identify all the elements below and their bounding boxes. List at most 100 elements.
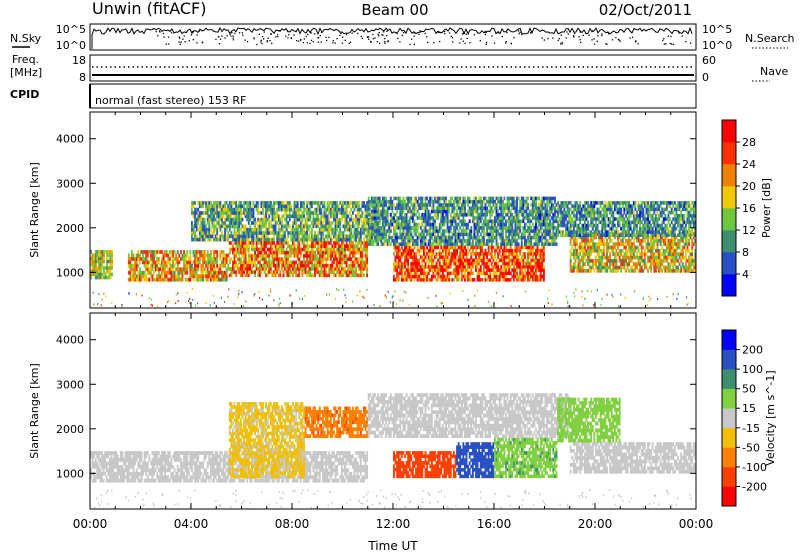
velocity-colorbar-tick-label-6: 100 bbox=[742, 363, 763, 376]
power-marks bbox=[90, 196, 697, 308]
power-colorbar-swatch-1 bbox=[722, 252, 736, 275]
ytick-label-2: 3000 bbox=[56, 177, 84, 190]
power-panel: 1000 2000 3000 4000 Slant Range [km] bbox=[28, 111, 697, 309]
velocity-colorbar-label: Velocity [m s^-1] bbox=[764, 370, 777, 465]
power-colorbar-swatch-0 bbox=[722, 274, 736, 297]
velocity-colorbar-swatch-3 bbox=[722, 427, 736, 448]
ytick-label-3: 4000 bbox=[56, 334, 84, 347]
power-colorbar-tick-label-0: 4 bbox=[742, 268, 749, 281]
power-colorbar-swatch-3 bbox=[722, 208, 736, 231]
power-colorbar: 4 8 12 16 20 24 28 Power [dB] bbox=[721, 119, 773, 297]
cpid-panel: CPID normal (fast stereo) 153 RF bbox=[10, 83, 697, 109]
freq-tick-high: 18 bbox=[72, 54, 86, 67]
data-band-5 bbox=[367, 196, 558, 246]
nsearch-tick-high: 10^5 bbox=[702, 23, 732, 36]
data-band-8 bbox=[557, 397, 621, 443]
velocity-colorbar-swatch-6 bbox=[722, 369, 736, 389]
velocity-colorbar: -200 -100 -50 -15 15 50 100 200 Velocity [m s^-… bbox=[721, 329, 777, 507]
nsky-tick-high: 10^5 bbox=[56, 23, 86, 36]
xtick-label-1: 04:00 bbox=[174, 517, 209, 531]
velocity-colorbar-swatch-8 bbox=[722, 330, 736, 350]
velocity-colorbar-ticks: -200 -100 -50 -15 15 50 100 200 bbox=[736, 344, 767, 493]
ytick-label-2: 3000 bbox=[56, 378, 84, 391]
date-title: 02/Oct/2011 bbox=[599, 1, 692, 19]
velocity-colorbar-tick-label-1: -100 bbox=[742, 461, 767, 474]
data-band-7 bbox=[557, 201, 697, 238]
ytick-label-0: 1000 bbox=[56, 467, 84, 480]
power-axes: 1000 2000 3000 4000 bbox=[56, 112, 697, 308]
data-band-0 bbox=[90, 250, 114, 280]
nsearch-dots bbox=[155, 30, 692, 46]
power-ylabel: Slant Range [km] bbox=[28, 162, 41, 258]
data-band-4 bbox=[456, 442, 495, 479]
velocity-colorbar-tick-label-4: 15 bbox=[742, 402, 756, 415]
freq-unit: [MHz] bbox=[10, 66, 42, 79]
nave-tick-low: 0 bbox=[702, 71, 709, 84]
data-band-3 bbox=[191, 201, 381, 242]
station-title: Unwin (fitACF) bbox=[92, 0, 206, 18]
power-colorbar-tick-label-1: 8 bbox=[742, 246, 749, 259]
beam-title: Beam 00 bbox=[361, 1, 428, 19]
velocity-axes: 1000 2000 3000 4000 00:00 04:00 08:00 12:00 16:0… bbox=[56, 313, 713, 531]
data-band-1 bbox=[228, 402, 305, 479]
velocity-colorbar-tick-label-3: -15 bbox=[742, 422, 760, 435]
xtick-label-2: 08:00 bbox=[275, 517, 310, 531]
data-band-2 bbox=[228, 241, 369, 278]
ytick-label-1: 2000 bbox=[56, 423, 84, 436]
velocity-colorbar-swatch-7 bbox=[722, 349, 736, 370]
nsky-panel: N.Sky 10^5 10^0 10^5 10^0 N.Search bbox=[10, 23, 795, 52]
cpid-label: CPID bbox=[10, 88, 39, 101]
data-band-1 bbox=[127, 250, 230, 282]
nsky-label: N.Sky bbox=[10, 32, 42, 45]
data-band-3 bbox=[393, 451, 457, 479]
ytick-label-3: 4000 bbox=[56, 133, 84, 146]
data-band-6 bbox=[569, 232, 697, 273]
power-colorbar-ticks: 4 8 12 16 20 24 28 bbox=[736, 136, 756, 281]
velocity-colorbar-swatch-2 bbox=[722, 447, 736, 468]
freq-label: Freq. bbox=[12, 53, 39, 66]
data-band-6 bbox=[367, 393, 571, 439]
velocity-ylabel: Slant Range [km] bbox=[28, 363, 41, 459]
low-range-speckles bbox=[94, 489, 692, 509]
power-colorbar-tick-label-3: 16 bbox=[742, 202, 756, 215]
velocity-marks bbox=[90, 393, 697, 509]
velocity-colorbar-swatches bbox=[722, 330, 736, 507]
data-band-5 bbox=[494, 437, 558, 479]
cpid-text: normal (fast stereo) 153 RF bbox=[95, 94, 246, 107]
data-band-4 bbox=[393, 245, 545, 282]
velocity-xlabel: Time UT bbox=[367, 539, 418, 553]
nsearch-tick-low: 10^0 bbox=[702, 39, 732, 52]
nave-label: Nave bbox=[760, 65, 788, 78]
data-band-7 bbox=[569, 442, 697, 474]
xtick-label-3: 12:00 bbox=[376, 517, 411, 531]
velocity-panel: 1000 2000 3000 4000 00:00 04:00 08:00 12:00 16:0… bbox=[28, 312, 713, 553]
nsky-tick-low: 10^0 bbox=[56, 39, 86, 52]
velocity-colorbar-swatch-0 bbox=[722, 486, 736, 507]
xtick-label-0: 00:00 bbox=[73, 517, 108, 531]
power-colorbar-tick-label-2: 12 bbox=[742, 224, 756, 237]
power-colorbar-swatches bbox=[722, 120, 736, 297]
nsearch-label: N.Search bbox=[745, 32, 795, 45]
power-colorbar-swatch-6 bbox=[722, 142, 736, 165]
xtick-label-6: 00:00 bbox=[679, 517, 714, 531]
nave-tick-high: 60 bbox=[702, 54, 716, 67]
velocity-colorbar-tick-label-7: 200 bbox=[742, 344, 763, 357]
velocity-colorbar-tick-label-0: -200 bbox=[742, 480, 767, 493]
data-band-2 bbox=[304, 406, 369, 439]
velocity-colorbar-swatch-4 bbox=[722, 408, 736, 429]
freq-tick-low: 8 bbox=[79, 71, 86, 84]
velocity-colorbar-swatch-1 bbox=[722, 466, 736, 487]
velocity-colorbar-tick-label-5: 50 bbox=[742, 383, 756, 396]
power-colorbar-tick-label-5: 24 bbox=[742, 158, 756, 171]
power-colorbar-swatch-2 bbox=[722, 230, 736, 253]
power-colorbar-swatch-7 bbox=[722, 120, 736, 143]
ytick-label-1: 2000 bbox=[56, 222, 84, 235]
nsky-data bbox=[91, 26, 693, 49]
xtick-label-4: 16:00 bbox=[477, 517, 512, 531]
velocity-colorbar-tick-label-2: -50 bbox=[742, 441, 760, 454]
power-colorbar-swatch-5 bbox=[722, 164, 736, 187]
power-colorbar-label: Power [dB] bbox=[760, 178, 773, 238]
ytick-label-0: 1000 bbox=[56, 266, 84, 279]
xtick-label-5: 20:00 bbox=[578, 517, 613, 531]
